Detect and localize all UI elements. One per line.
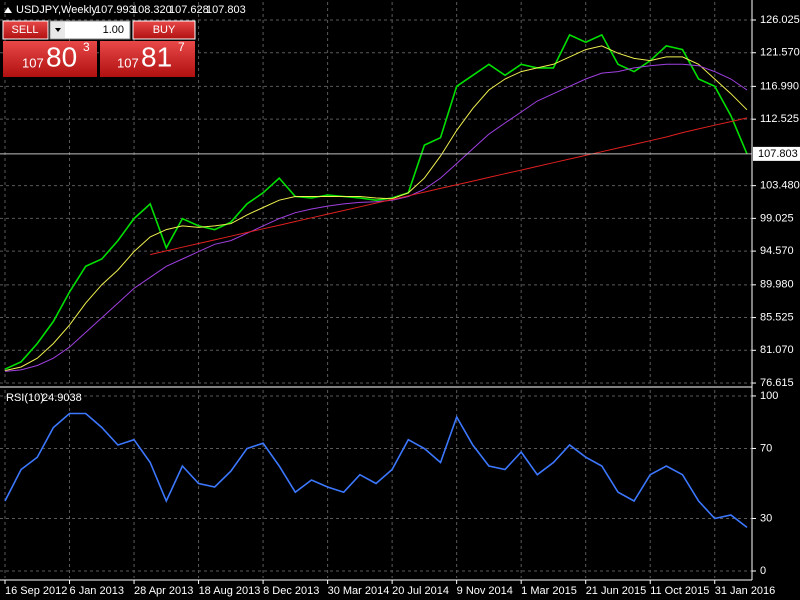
close: 107.803 (206, 4, 246, 16)
y-tick-label: 103.480 (760, 180, 800, 192)
sell-label[interactable]: SELL (12, 24, 39, 36)
series-line (4, 33, 748, 370)
y-tick-label: 100 (760, 390, 778, 402)
buy-price-box[interactable] (100, 41, 195, 77)
y-tick-label: 116.990 (760, 80, 799, 92)
x-tick-label: 11 Oct 2015 (650, 585, 709, 597)
sell-price-prefix[interactable]: 107 (22, 55, 44, 70)
buy-label[interactable]: BUY (153, 24, 176, 36)
y-tick-label: 99.025 (760, 212, 794, 224)
x-tick-label: 20 Jul 2014 (392, 585, 449, 597)
buy-button[interactable] (132, 20, 196, 40)
x-tick-label: 9 Nov 2014 (457, 585, 513, 597)
rsi-current: 24.9038 (42, 392, 82, 404)
sell-price-big[interactable]: 80 (46, 41, 77, 72)
low: 107.628 (169, 4, 209, 16)
y-tick-label: 94.570 (760, 245, 794, 257)
last-price-label: 107.803 (758, 148, 798, 160)
dropdown-arrow (55, 28, 61, 32)
open: 107.993 (95, 4, 135, 16)
sell-button[interactable] (2, 20, 49, 40)
y-tick-label: 30 (760, 512, 772, 524)
y-tick-label: 81.070 (760, 344, 794, 356)
y-tick-label: 121.570 (760, 47, 800, 59)
y-tick-label: 89.980 (760, 279, 794, 291)
y-tick-label: 85.525 (760, 311, 794, 323)
y-tick-label: 76.615 (760, 377, 794, 389)
series-line (4, 412, 748, 529)
volume-box[interactable] (49, 20, 131, 40)
plot-layer: 107.803 16 Sep 2012 6 Jan 2013 28 Apr 2013 1… (0, 33, 800, 597)
high: 108.320 (132, 4, 172, 16)
x-tick-label: 16 Sep 2012 (5, 585, 67, 597)
series-line (150, 117, 748, 256)
x-tick-label: 30 Mar 2014 (328, 585, 390, 597)
grid-layer: 126.025 121.570 116.990 112.525 103.480 99.02… (0, 2, 800, 578)
series-line (4, 63, 748, 372)
symbol: USDJPY,Weekly (16, 4, 97, 16)
series-line (4, 45, 748, 372)
x-tick-label: 28 Apr 2013 (134, 585, 193, 597)
last-price-box (753, 146, 800, 161)
x-tick-label: 31 Jan 2016 (715, 585, 776, 597)
rsi-label: RSI(10) (6, 392, 44, 404)
menu-arrow[interactable] (4, 7, 12, 13)
sell-price-box[interactable] (3, 41, 97, 77)
buy-price-big[interactable]: 81 (141, 41, 172, 72)
y-tick-label: 112.525 (760, 113, 799, 125)
y-tick-label: 126.025 (760, 14, 800, 26)
trade-panel: SELL 1.00 BUY 107 80 3 107 81 7 (2, 20, 196, 77)
x-tick-label: 18 Aug 2013 (199, 585, 261, 597)
volume[interactable]: 1.00 (103, 24, 124, 36)
y-tick-label: 0 (760, 565, 766, 577)
buy-price-small[interactable]: 7 (178, 40, 185, 54)
sell-price-small[interactable]: 3 (83, 40, 90, 54)
x-tick-label: 21 Jun 2015 (586, 585, 647, 597)
y-tick-label: 70 (760, 442, 772, 454)
buy-price-prefix[interactable]: 107 (117, 55, 139, 70)
x-tick-label: 1 Mar 2015 (521, 585, 577, 597)
x-tick-label: 6 Jan 2013 (70, 585, 124, 597)
x-tick-label: 8 Dec 2013 (263, 585, 319, 597)
